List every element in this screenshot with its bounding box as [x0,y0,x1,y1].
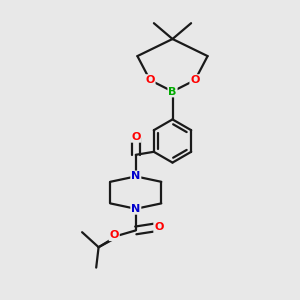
Text: O: O [131,132,140,142]
Text: O: O [110,230,119,240]
Text: O: O [190,75,200,85]
Text: N: N [131,204,140,214]
Text: B: B [168,86,177,97]
Text: O: O [154,222,164,233]
Text: O: O [145,75,155,85]
Text: N: N [131,171,140,182]
